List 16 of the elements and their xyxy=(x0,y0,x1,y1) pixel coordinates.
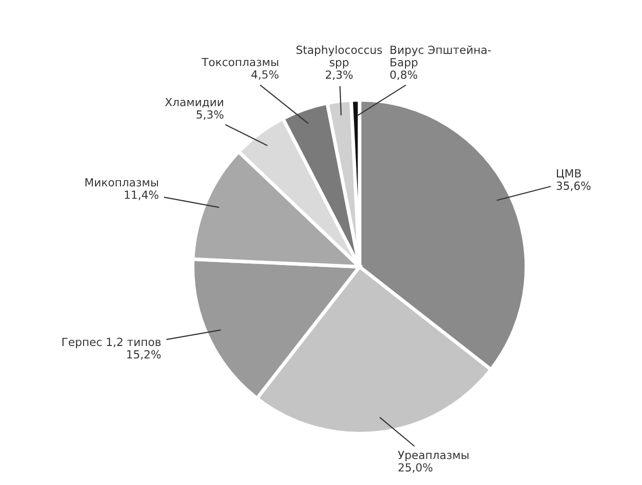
data-label: 2,3% xyxy=(326,70,353,80)
slice-label: ЦМВ xyxy=(556,169,581,180)
data-label: 4,5% xyxy=(251,70,278,80)
slice-label: Вирус Эпштейна- Барр xyxy=(390,45,491,69)
data-label: 15,2% xyxy=(127,350,161,360)
slice-label: Микоплазмы xyxy=(85,178,158,186)
slice-label: Уреаплазмы xyxy=(398,450,468,462)
data-label: 25,0% xyxy=(398,463,432,473)
data-label: 35,6% xyxy=(556,182,591,192)
data-label: 11,4% xyxy=(124,190,158,200)
slice-label: Герпес 1,2 типов xyxy=(62,338,161,348)
data-label: 5,3% xyxy=(196,110,224,120)
slice-label: Токсоплазмы xyxy=(202,58,278,66)
slice-label: Staphylococcus spp xyxy=(296,45,382,69)
slice-label: Хламидии xyxy=(165,98,224,108)
data-label: 0,8% xyxy=(390,70,418,80)
